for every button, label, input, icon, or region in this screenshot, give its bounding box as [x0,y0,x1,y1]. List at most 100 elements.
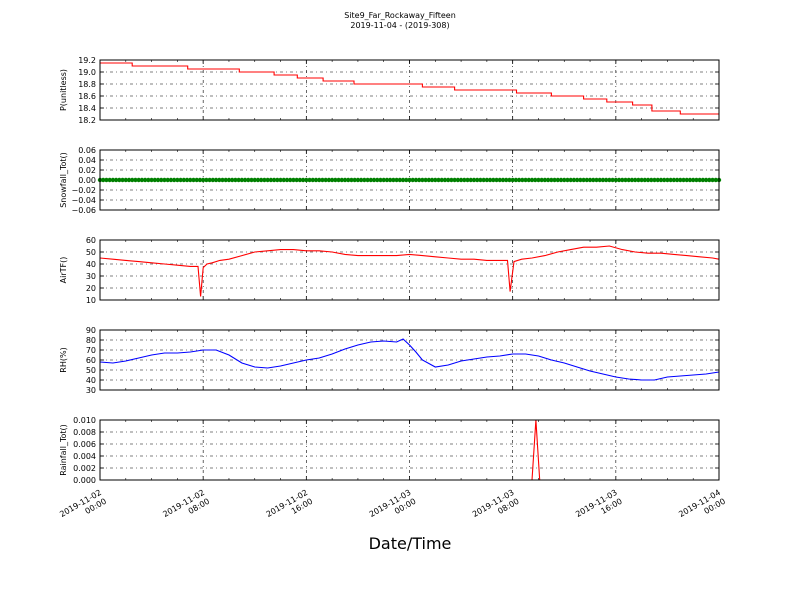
data-point [349,177,354,183]
data-point [365,177,370,183]
y-tick-label: 0.02 [78,166,96,175]
data-point [510,177,515,183]
y-tick-label: 90 [86,326,96,335]
y-tick-label: 19.2 [78,56,96,65]
data-point [439,177,444,183]
data-point [655,177,660,183]
data-point [381,177,386,183]
data-point [268,177,274,183]
data-point [226,177,232,183]
data-point [188,177,193,183]
data-point [217,177,222,183]
data-point [236,177,241,183]
data-point [410,177,415,183]
y-tick-label: 18.4 [78,104,96,113]
data-point [155,177,161,183]
data-point [252,177,257,183]
data-point [204,177,209,183]
data-point [616,177,622,183]
data-point [665,177,670,183]
data-point [117,177,122,183]
data-point [568,177,573,183]
data-point [149,177,154,183]
data-point [362,177,367,183]
data-point [429,177,435,183]
data-point [107,177,112,183]
data-point [297,177,303,183]
data-point [352,177,357,183]
y-tick-label: 18.2 [78,116,96,125]
y-tick-label: 70 [86,346,96,355]
data-point [120,177,125,183]
data-point [674,177,680,183]
data-point [600,177,606,183]
data-point [262,177,267,183]
data-point [178,177,183,183]
series-line-pressure [100,62,719,115]
data-point [291,177,296,183]
data-point [707,177,712,183]
data-point [594,177,599,183]
data-point [387,177,393,183]
data-point [336,177,341,183]
x-tick-label: 2019-11-0200:00 [58,488,108,528]
data-point [420,177,425,183]
data-point [329,177,335,183]
y-tick-label: 19.0 [78,68,96,77]
data-point [284,177,290,183]
data-point [671,177,677,183]
data-point [491,177,496,183]
data-point [587,177,593,183]
data-point [300,177,306,183]
data-point [636,177,641,183]
data-point [358,177,364,183]
x-axis-label: Date/Time [368,534,452,553]
series-line-relative-humidity [99,338,720,381]
data-point [304,177,309,183]
data-point [142,177,148,183]
data-point [536,177,541,183]
data-point [368,177,374,183]
chart-title: Site9_Far_Rockaway_Fifteen [344,11,456,20]
data-point [452,177,457,183]
data-point [275,177,280,183]
axes-frame [99,59,720,121]
y-tick-label: 40 [86,376,96,385]
data-point [684,177,689,183]
data-point [610,177,615,183]
data-point [626,177,631,183]
data-point [481,177,486,183]
data-point [549,177,554,183]
data-point [101,177,106,183]
data-point [562,177,567,183]
y-tick-label: 50 [86,248,96,257]
data-point [607,177,612,183]
data-point [584,177,590,183]
y-axis-label: Rainfall_Tot() [59,424,68,476]
y-axis-label: RH(%) [59,347,68,372]
data-point [355,177,361,183]
y-tick-label: 0.002 [73,464,96,473]
data-point [404,177,409,183]
data-point [239,177,245,183]
y-tick-label: 80 [86,336,96,345]
y-tick-label: 30 [86,272,96,281]
data-point [423,177,428,183]
y-tick-label: −0.06 [71,206,96,215]
data-point [533,177,538,183]
y-axis-label: P(unitless) [59,69,68,111]
y-tick-label: 20 [86,284,96,293]
data-point [165,177,170,183]
data-point [113,177,119,183]
data-point [162,177,167,183]
data-point [375,177,380,183]
panel-snowfall: 0.060.040.020.00−0.02−0.04−0.06Snowfall_… [59,146,722,215]
data-point [668,177,673,183]
data-point [130,177,135,183]
data-point [210,177,216,183]
data-point [146,177,151,183]
x-tick-label: 2019-11-0300:00 [368,488,418,528]
data-point [339,177,344,183]
